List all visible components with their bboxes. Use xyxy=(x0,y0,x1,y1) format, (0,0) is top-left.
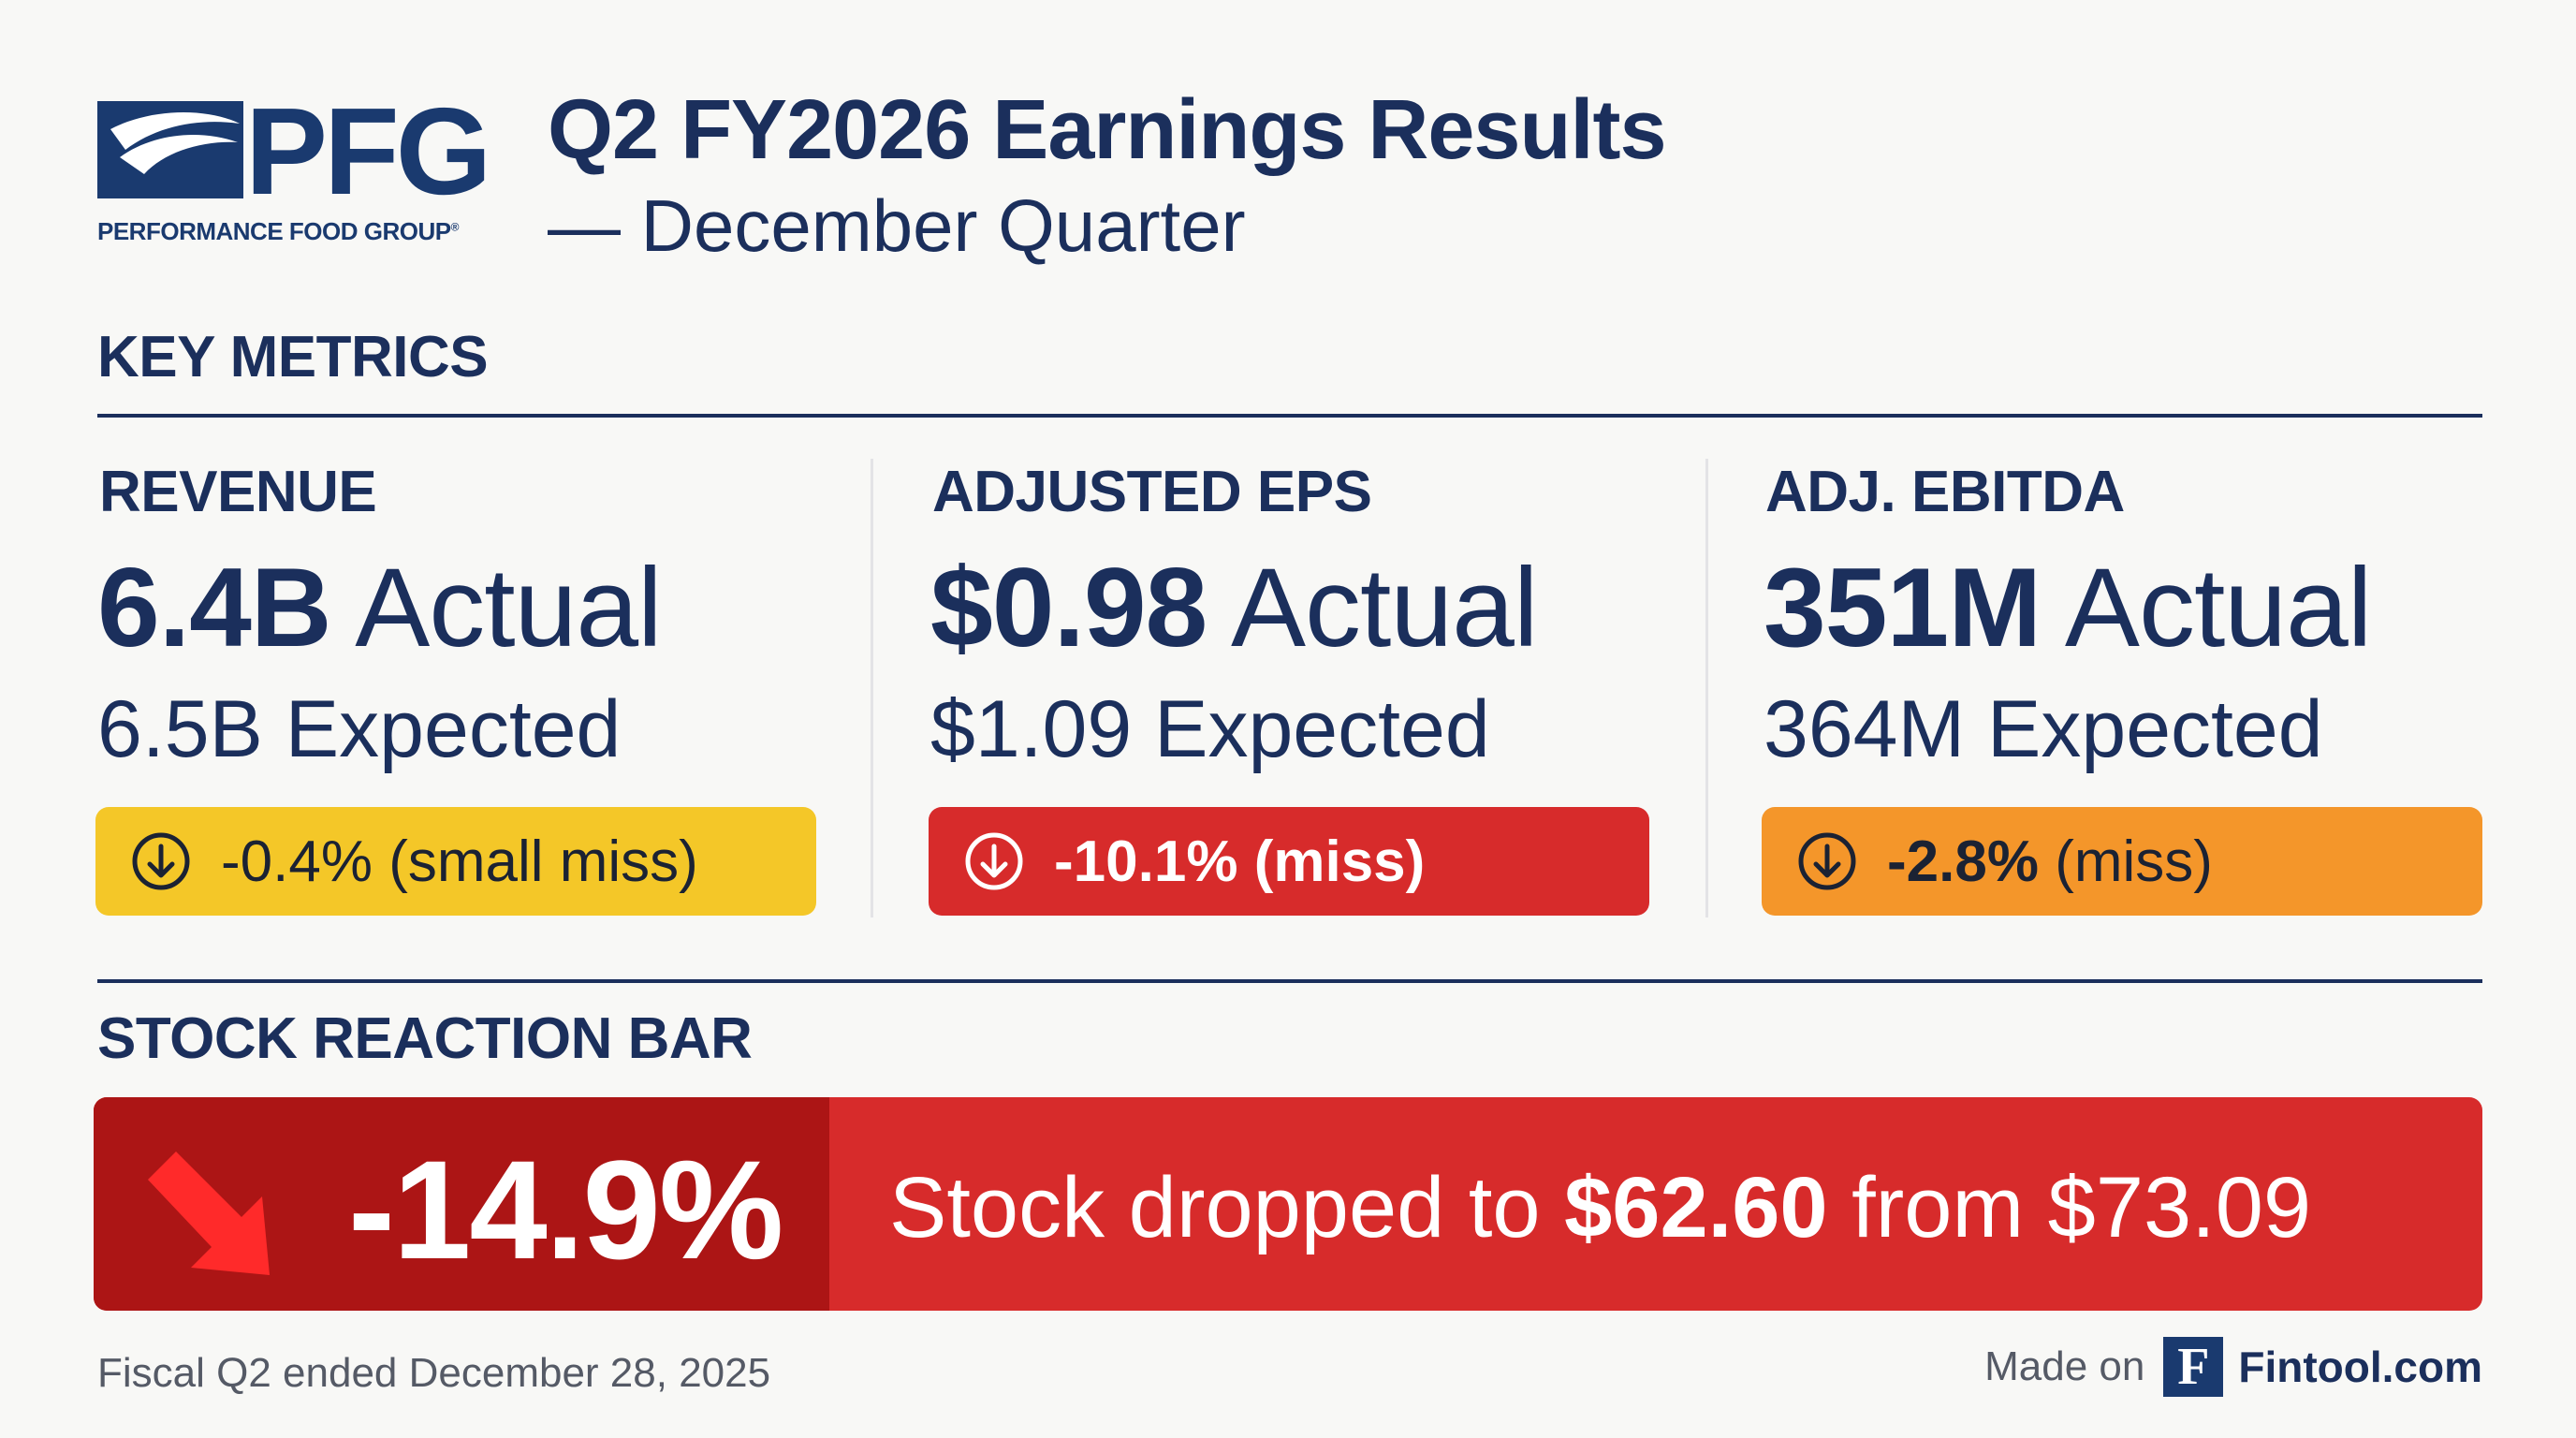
metric-label: ADJUSTED EPS xyxy=(932,460,1372,524)
metric-badge: -2.8% (miss) xyxy=(1762,807,2482,916)
arrow-down-circle-icon xyxy=(132,832,190,890)
badge-text: -2.8% (miss) xyxy=(1887,829,2213,894)
metric-actual: $0.98 Actual xyxy=(930,545,1539,670)
metric-expected: $1.09 Expected xyxy=(930,684,1490,774)
made-on-label: Made on xyxy=(1984,1343,2145,1389)
fintool-logo-icon: F xyxy=(2163,1337,2224,1397)
stock-reaction-heading: STOCK REACTION BAR xyxy=(97,1006,753,1071)
stock-reaction-divider xyxy=(97,979,2482,983)
fintool-brand: Fintool.com xyxy=(2238,1343,2482,1391)
badge-text: -10.1% (miss) xyxy=(1054,829,1426,894)
arrow-down-circle-icon xyxy=(965,832,1023,890)
arrow-down-circle-icon xyxy=(1798,832,1856,890)
metric-label: REVENUE xyxy=(99,460,377,524)
stock-change-text: Stock dropped to $62.60 from $73.09 xyxy=(889,1160,2312,1255)
stock-change-value: -14.9% xyxy=(348,1131,783,1288)
metric-card-revenue: REVENUE 6.4B Actual 6.5B Expected -0.4% … xyxy=(95,449,826,936)
metric-badge: -10.1% (miss) xyxy=(929,807,1649,916)
metric-expected: 364M Expected xyxy=(1764,684,2323,774)
page-subtitle: — December Quarter xyxy=(548,184,1246,267)
metric-badge: -0.4% (small miss) xyxy=(95,807,816,916)
stock-reaction-bar: -14.9% Stock dropped to $62.60 from $73.… xyxy=(94,1097,2482,1311)
metric-actual: 6.4B Actual xyxy=(97,545,663,670)
badge-text: -0.4% (small miss) xyxy=(221,829,698,894)
key-metrics-divider xyxy=(97,414,2482,418)
metric-card-adjusted-eps: ADJUSTED EPS $0.98 Actual $1.09 Expected… xyxy=(929,449,1659,936)
page-title: Q2 FY2026 Earnings Results xyxy=(548,83,1666,177)
metric-expected: 6.5B Expected xyxy=(97,684,622,774)
metric-actual: 351M Actual xyxy=(1764,545,2372,670)
key-metrics-heading: KEY METRICS xyxy=(97,325,489,389)
card-divider xyxy=(871,459,873,917)
logo-wordmark: PFG xyxy=(245,82,491,220)
pfg-logo: PFG PERFORMANCE FOOD GROUP® xyxy=(97,90,509,251)
made-on-fintool: Made on F Fintool.com xyxy=(1984,1337,2482,1397)
footer-note: Fiscal Q2 ended December 28, 2025 xyxy=(97,1350,771,1396)
logo-subtext: PERFORMANCE FOOD GROUP® xyxy=(97,217,459,245)
metric-label: ADJ. EBITDA xyxy=(1765,460,2125,524)
metric-card-adj-ebitda: ADJ. EBITDA 351M Actual 364M Expected -2… xyxy=(1762,449,2492,936)
card-divider xyxy=(1705,459,1708,917)
down-right-arrow-icon xyxy=(148,1152,270,1275)
pfg-logo-swoosh-icon xyxy=(97,101,243,198)
